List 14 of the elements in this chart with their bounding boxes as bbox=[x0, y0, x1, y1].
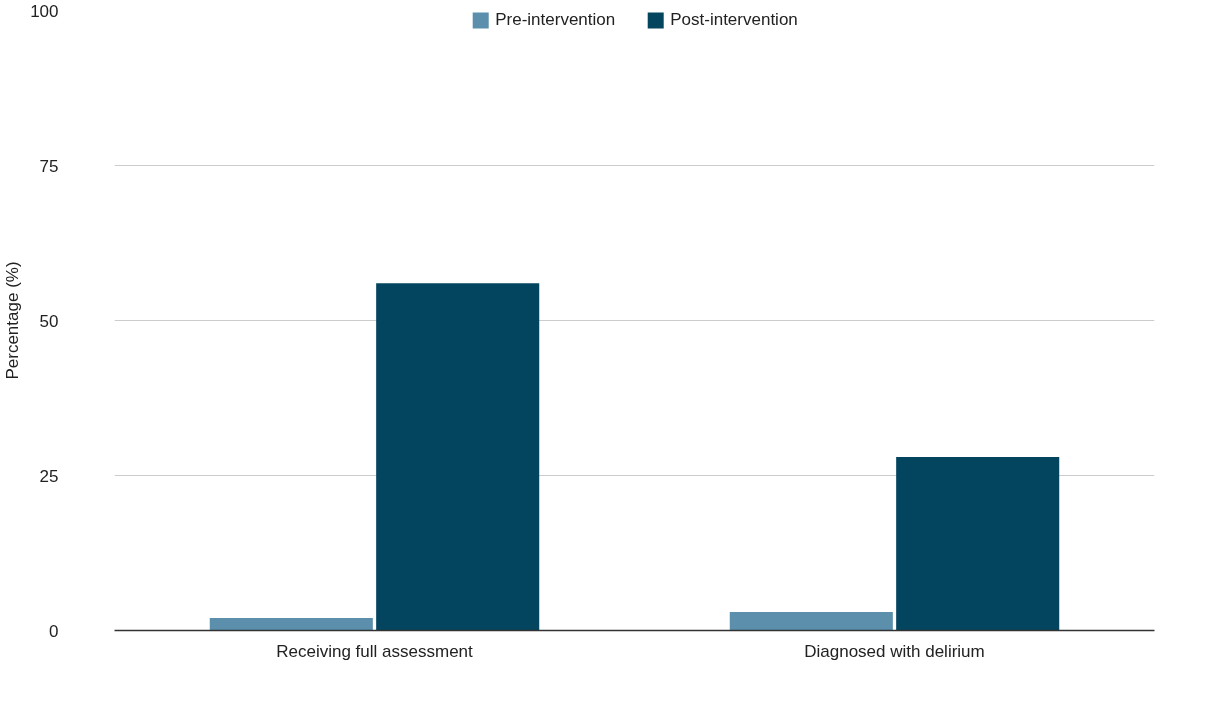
y-tick-label: 0 bbox=[49, 621, 59, 641]
bar bbox=[209, 618, 373, 631]
bar bbox=[896, 456, 1060, 631]
y-axis-title: Percentage (%) bbox=[3, 261, 23, 380]
legend-label: Pre-intervention bbox=[495, 10, 616, 30]
y-tick-label: 50 bbox=[39, 311, 59, 331]
y-tick-label: 75 bbox=[39, 156, 59, 176]
x-tick-label: Receiving full assessment bbox=[276, 641, 474, 661]
x-tick-label: Diagnosed with delirium bbox=[804, 641, 985, 661]
y-tick-label: 25 bbox=[39, 466, 59, 486]
legend-label: Post-intervention bbox=[670, 10, 798, 30]
bar bbox=[376, 283, 540, 631]
y-tick-label: 100 bbox=[30, 1, 59, 21]
bar bbox=[729, 611, 893, 631]
